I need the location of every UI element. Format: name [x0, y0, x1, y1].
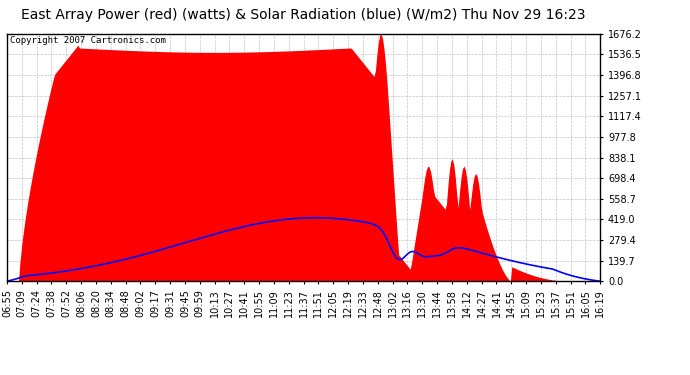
Text: East Array Power (red) (watts) & Solar Radiation (blue) (W/m2) Thu Nov 29 16:23: East Array Power (red) (watts) & Solar R… — [21, 8, 586, 21]
Text: Copyright 2007 Cartronics.com: Copyright 2007 Cartronics.com — [10, 36, 166, 45]
